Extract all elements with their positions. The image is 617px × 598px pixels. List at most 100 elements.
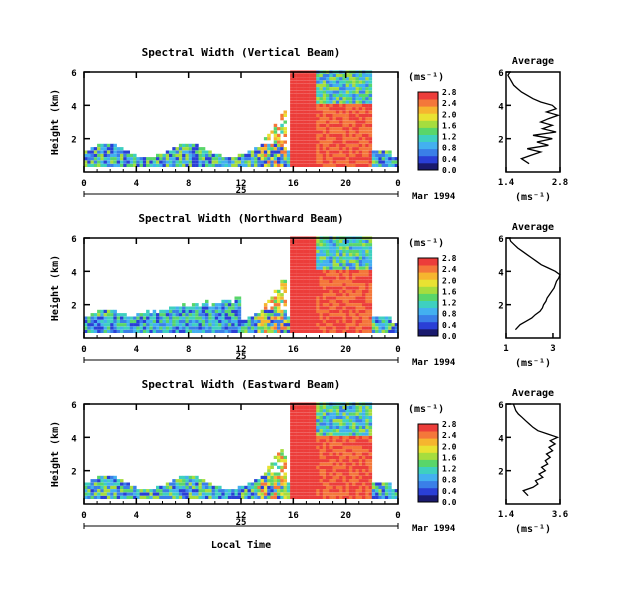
heatmap-cell [234, 303, 238, 307]
heatmap-cell [329, 93, 333, 97]
heatmap-cell [362, 130, 366, 134]
heatmap-cell [322, 489, 327, 493]
heatmap-cell [319, 279, 323, 283]
heatmap-cell [221, 157, 225, 161]
heatmap-cell [335, 133, 340, 137]
heatmap-cell [388, 492, 392, 496]
heatmap-cell [106, 479, 111, 483]
heatmap-cell [172, 316, 176, 320]
heatmap-cell [348, 319, 353, 323]
heatmap-cell [368, 249, 373, 253]
colorbar-swatch [418, 494, 438, 503]
heatmap-cell [116, 153, 121, 157]
heatmap-cell [267, 313, 271, 317]
heatmap-cell [368, 87, 373, 91]
heatmap-cell [110, 482, 114, 486]
heatmap-cell [162, 323, 166, 327]
heatmap-cell [313, 110, 317, 114]
heatmap-cell [365, 117, 369, 121]
heatmap-cell [227, 329, 232, 333]
heatmap-cell [309, 415, 314, 419]
heatmap-cell [280, 489, 284, 493]
heatmap-cell [260, 326, 265, 330]
heatmap-cell [352, 462, 356, 466]
heatmap-cell [335, 462, 340, 466]
heatmap-cell [277, 316, 281, 320]
heatmap-cell [299, 462, 304, 466]
heatmap-cell [368, 137, 373, 141]
heatmap-cell [214, 153, 219, 157]
heatmap-cell [293, 306, 297, 310]
heatmap-cell [355, 150, 359, 154]
heatmap-cell [352, 153, 356, 157]
heatmap-cell [375, 316, 379, 320]
heatmap-cell [371, 163, 376, 167]
heatmap-cell [329, 249, 333, 253]
heatmap-cell [106, 492, 111, 496]
heatmap-cell [149, 160, 153, 164]
heatmap-cell [355, 482, 359, 486]
heatmap-cell [306, 492, 310, 496]
heatmap-cell [319, 293, 323, 297]
heatmap-cell [322, 419, 327, 423]
heatmap-cell [365, 449, 369, 453]
heatmap-cell [342, 269, 346, 273]
heatmap-cell [218, 303, 222, 307]
heatmap-cell [355, 472, 359, 476]
heatmap-cell [120, 492, 124, 496]
heatmap-cell [309, 276, 314, 280]
heatmap-cell [345, 163, 350, 167]
heatmap-cell [303, 306, 307, 310]
x-tick-label: 8 [186, 345, 191, 355]
heatmap-cell [352, 303, 356, 307]
heatmap-cell [244, 485, 248, 489]
heatmap-cell [103, 143, 108, 147]
heatmap-cell [326, 492, 330, 496]
heatmap-cell [358, 412, 363, 416]
heatmap-cell [329, 157, 333, 161]
heatmap-cell [365, 293, 369, 297]
heatmap-cell [345, 422, 350, 426]
heatmap-cell [378, 489, 382, 493]
colorbar-swatch [418, 155, 438, 164]
x-tick-label: 16 [288, 511, 299, 521]
heatmap-cell [322, 147, 327, 151]
heatmap-cell [345, 299, 350, 303]
heatmap-cell [371, 482, 376, 486]
heatmap-cell [348, 326, 353, 330]
heatmap-cell [306, 269, 310, 273]
heatmap-cell [113, 309, 117, 313]
heatmap-cell [362, 472, 366, 476]
heatmap-cell [103, 157, 108, 161]
heatmap-cell [348, 419, 353, 423]
heatmap-cell [263, 475, 268, 479]
heatmap-cell [263, 153, 268, 157]
heatmap-cell [162, 489, 166, 493]
heatmap-cell [303, 153, 307, 157]
heatmap-cell [329, 459, 333, 463]
heatmap-cell [273, 160, 278, 164]
heatmap-cell [172, 147, 176, 151]
heatmap-cell [152, 492, 157, 496]
heatmap-cell [191, 143, 196, 147]
heatmap-cell [142, 492, 147, 496]
heatmap-cell [280, 123, 284, 127]
heatmap-cell [309, 160, 314, 164]
heatmap-cell [260, 309, 265, 313]
heatmap-cell [283, 482, 287, 486]
heatmap-cell [90, 326, 94, 330]
heatmap-cell [90, 485, 94, 489]
heatmap-cell [332, 273, 337, 277]
heatmap-cell [263, 489, 268, 493]
heatmap-cell [329, 442, 333, 446]
heatmap-cell [211, 326, 216, 330]
heatmap-cell [120, 313, 124, 317]
heatmap-cell [113, 482, 117, 486]
heatmap-cell [142, 163, 147, 167]
heatmap-cell [100, 143, 104, 147]
heatmap-cell [303, 243, 307, 247]
heatmap-cell [309, 253, 314, 257]
heatmap-cell [191, 482, 196, 486]
heatmap-cell [306, 442, 310, 446]
heatmap-cell [335, 153, 340, 157]
